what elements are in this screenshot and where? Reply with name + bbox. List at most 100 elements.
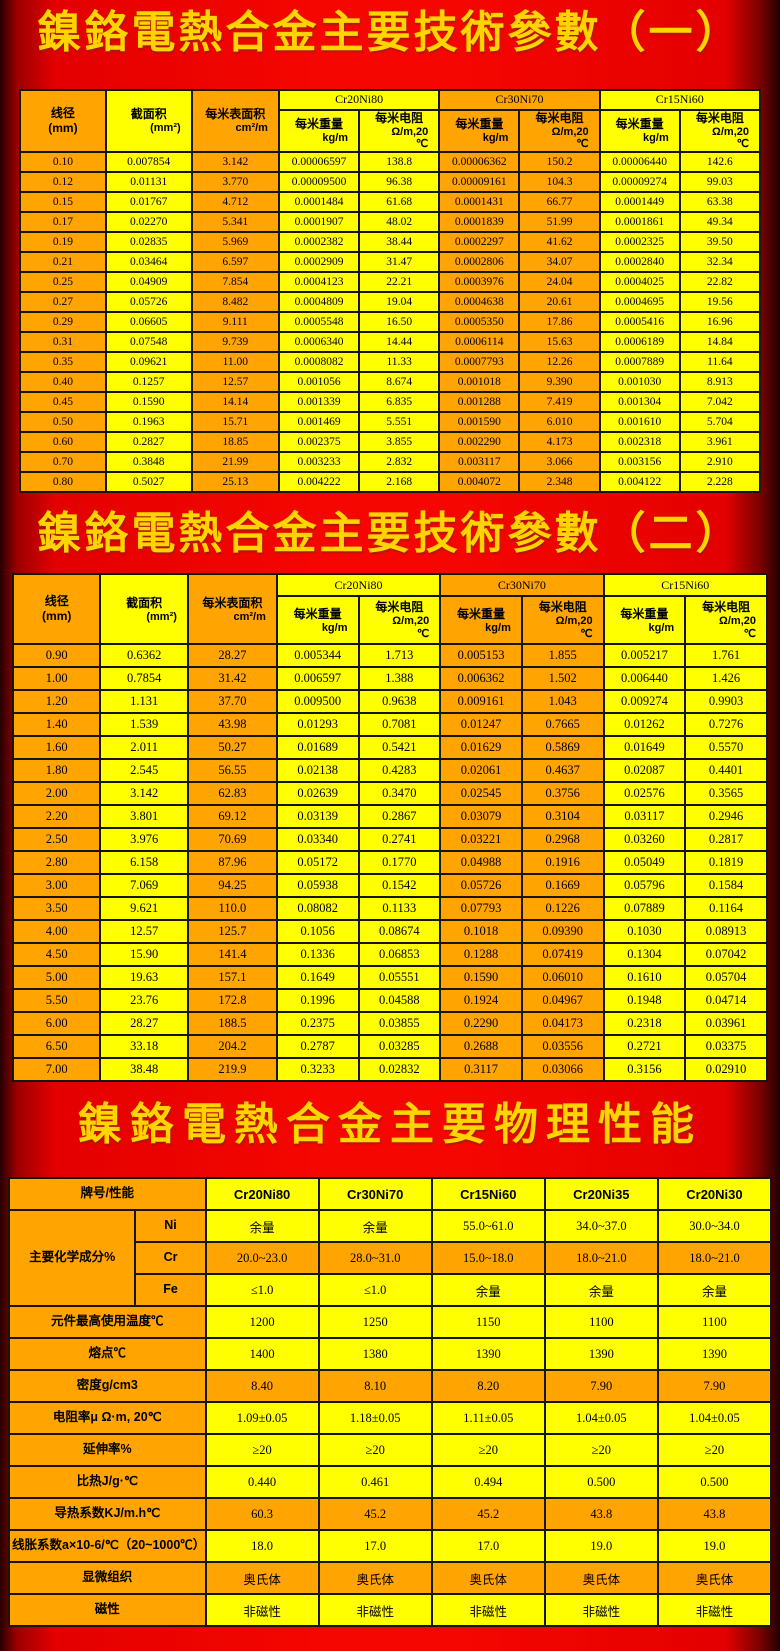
table-cell: 28.0~31.0 bbox=[317, 1241, 433, 1276]
table-cell: 1380 bbox=[317, 1337, 433, 1372]
table-cell: 32.34 bbox=[678, 250, 762, 273]
table-cell: 1.60 bbox=[11, 735, 102, 761]
alloy-group-header: Cr15Ni60 bbox=[598, 88, 762, 111]
table-row: 0.50 0.1963 15.71 0.001469 5.551 0.001590 6.01… bbox=[19, 410, 762, 433]
table-cell: 2.910 bbox=[678, 450, 762, 473]
table-cell: 1200 bbox=[204, 1305, 320, 1340]
table-row: 导热系数KJ/m.h℃ 60.3 45.2 45.2 43.8 43.8 bbox=[8, 1497, 773, 1532]
table-cell: 38.44 bbox=[358, 230, 441, 253]
table-cell: 4.712 bbox=[190, 190, 280, 213]
table-cell: 50.27 bbox=[186, 735, 278, 761]
table-cell: 0.1018 bbox=[439, 919, 523, 945]
table-cell: 3.770 bbox=[190, 170, 280, 193]
sub-header-resistance: 每米电阻 Ω/m,20 ℃ bbox=[678, 108, 762, 153]
table-cell: 0.001590 bbox=[438, 410, 521, 433]
table-cell: 0.02138 bbox=[275, 758, 360, 784]
table-cell: 0.04988 bbox=[439, 850, 523, 876]
table2-body: 0.90 0.6362 28.27 0.005344 1.713 0.005153 1.85… bbox=[11, 643, 768, 1083]
table-cell: 19.0 bbox=[656, 1529, 773, 1564]
table-cell: 33.18 bbox=[99, 1034, 189, 1060]
table-cell: 0.70 bbox=[19, 450, 107, 473]
table-cell: 0.17 bbox=[19, 210, 107, 233]
table-cell: 0.00009161 bbox=[438, 170, 521, 193]
table-cell: 1250 bbox=[317, 1305, 433, 1340]
property-row-label: Ni bbox=[134, 1209, 207, 1244]
table-cell: 0.003156 bbox=[598, 450, 681, 473]
table-cell: 0.00006440 bbox=[598, 150, 681, 173]
property-row-label: 导热系数KJ/m.h℃ bbox=[8, 1497, 207, 1532]
property-row-label: 电阻率μ Ω·m, 20℃ bbox=[8, 1401, 207, 1436]
table-cell: 51.99 bbox=[518, 210, 601, 233]
table-cell: 0.03285 bbox=[357, 1034, 442, 1060]
table-cell: 110.0 bbox=[186, 896, 278, 922]
table-cell: 0.02545 bbox=[439, 781, 523, 807]
property-row-label: 密度g/cm3 bbox=[8, 1369, 207, 1404]
table-row: 线径 (mm) 截面积 (mm²) 每米表面积 cm²/m Cr20Ni80 C… bbox=[11, 573, 769, 646]
alloy-grade-header: Cr30Ni70 bbox=[317, 1177, 433, 1212]
table-cell: 3.855 bbox=[358, 430, 441, 453]
table-cell: 0.10 bbox=[19, 150, 107, 173]
table-cell: 34.07 bbox=[518, 250, 601, 273]
table-cell: 5.551 bbox=[358, 410, 441, 433]
page-title-params-2: 鎳鉻電熱合金主要技術參數（二） bbox=[37, 507, 743, 559]
table-cell: 0.4283 bbox=[357, 758, 442, 784]
table-cell: 0.19 bbox=[19, 230, 107, 253]
table-cell: 0.0006340 bbox=[277, 330, 361, 353]
table-cell: 0.03464 bbox=[104, 250, 193, 273]
table-cell: 0.08913 bbox=[684, 919, 768, 945]
table-cell: 0.2968 bbox=[520, 827, 605, 853]
sub-header-weight: 每米重量 kg/m bbox=[598, 108, 681, 153]
table-cell: 0.3104 bbox=[520, 804, 605, 830]
table-cell: 1390 bbox=[543, 1337, 659, 1372]
table-cell: 23.76 bbox=[99, 988, 189, 1014]
table-cell: 25.13 bbox=[190, 470, 280, 493]
table-cell: 0.03375 bbox=[684, 1034, 768, 1060]
table-cell: 5.50 bbox=[11, 988, 102, 1014]
table-cell: 0.0002382 bbox=[277, 230, 361, 253]
sub-header-weight: 每米重量 kg/m bbox=[438, 108, 521, 153]
table-cell: 0.08082 bbox=[275, 896, 360, 922]
table-row: 1.20 1.131 37.70 0.009500 0.9638 0.009161 1.04… bbox=[11, 689, 768, 715]
table-cell: 1150 bbox=[430, 1305, 546, 1340]
table-cell: 1.80 bbox=[11, 758, 102, 784]
table-row: 0.60 0.2827 18.85 0.002375 3.855 0.002290 4.17… bbox=[19, 430, 762, 453]
table-cell: ≤1.0 bbox=[204, 1273, 320, 1308]
table-cell: 0.005153 bbox=[439, 643, 523, 669]
table-cell: 0.1770 bbox=[357, 850, 442, 876]
table-cell: 0.3470 bbox=[357, 781, 442, 807]
table-cell: 0.60 bbox=[19, 430, 107, 453]
table-cell: 奥氏体 bbox=[543, 1561, 659, 1596]
table-cell: 8.674 bbox=[358, 370, 441, 393]
table-cell: 0.00006597 bbox=[277, 150, 361, 173]
table-cell: 0.1584 bbox=[684, 873, 768, 899]
table-cell: 1.502 bbox=[520, 666, 605, 692]
table-cell: 0.12 bbox=[19, 170, 107, 193]
table-cell: 15.90 bbox=[99, 942, 189, 968]
table-row: 线径 (mm) 截面积 (mm²) 每米表面积 cm²/m Cr20Ni80 C… bbox=[19, 88, 762, 153]
table-cell: 0.05704 bbox=[684, 965, 768, 991]
table-cell: 1.40 bbox=[11, 712, 102, 738]
table-cell: 奥氏体 bbox=[656, 1561, 773, 1596]
table-cell: 7.419 bbox=[518, 390, 601, 413]
table-row: 5.50 23.76 172.8 0.1996 0.04588 0.1924 0.04967… bbox=[11, 988, 768, 1014]
table-cell: 0.2290 bbox=[439, 1011, 523, 1037]
table-cell: ≥20 bbox=[656, 1433, 773, 1468]
table-cell: 0.001304 bbox=[598, 390, 681, 413]
table-cell: 0.04588 bbox=[357, 988, 442, 1014]
table-cell: 0.1304 bbox=[602, 942, 687, 968]
table-cell: 0.04909 bbox=[104, 270, 193, 293]
table-cell: 0.0002840 bbox=[598, 250, 681, 273]
table-cell: 18.0~21.0 bbox=[543, 1241, 659, 1276]
table-cell: 0.0004123 bbox=[277, 270, 361, 293]
table-cell: 0.2946 bbox=[684, 804, 768, 830]
sub-header-resistance: 每米电阻 Ω/m,20 ℃ bbox=[518, 108, 601, 153]
table-cell: 157.1 bbox=[186, 965, 278, 991]
table-cell: 0.2867 bbox=[357, 804, 442, 830]
table-cell: 6.50 bbox=[11, 1034, 102, 1060]
alloy-grade-header: Cr20Ni80 bbox=[204, 1177, 320, 1212]
table-cell: 1.761 bbox=[684, 643, 768, 669]
table-row: 6.00 28.27 188.5 0.2375 0.03855 0.2290 0.04173… bbox=[11, 1011, 768, 1037]
table-cell: 0.2721 bbox=[602, 1034, 687, 1060]
table-cell: 6.00 bbox=[11, 1011, 102, 1037]
table-cell: 4.173 bbox=[518, 430, 601, 453]
